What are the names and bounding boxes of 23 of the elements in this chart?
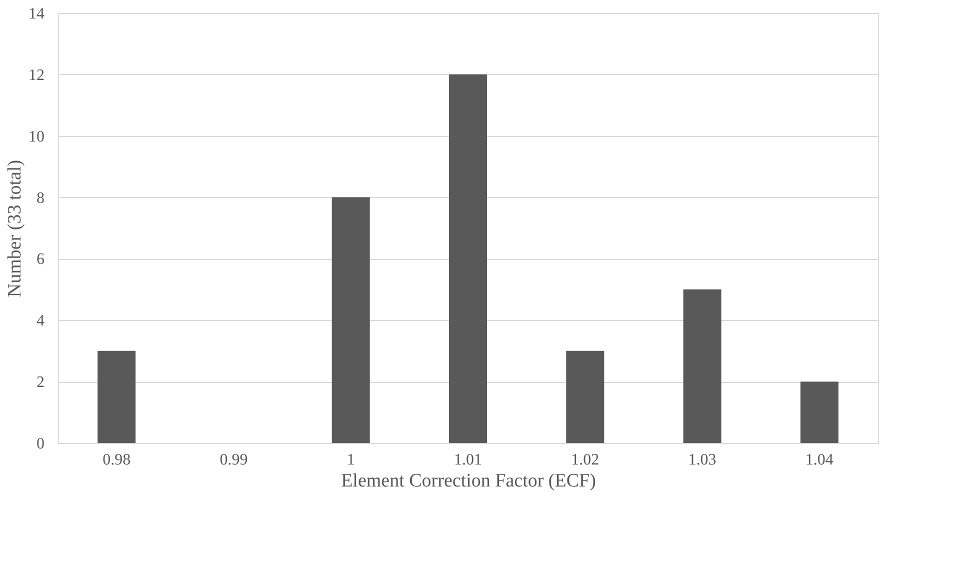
y-tick-label: 14	[28, 6, 44, 22]
x-tick-label: 1.04	[805, 452, 834, 468]
y-tick-label: 0	[36, 436, 44, 452]
bar	[332, 197, 370, 443]
y-axis-title: Number (33 total)	[4, 160, 26, 298]
x-tick-label: 0.99	[220, 452, 248, 468]
x-tick-label: 1.02	[571, 452, 600, 468]
y-tick-label: 12	[28, 66, 44, 84]
bar	[449, 74, 487, 443]
bar	[98, 350, 136, 443]
bar	[800, 382, 838, 443]
x-tick-label: 1.03	[688, 452, 716, 468]
y-tick-label: 10	[28, 128, 44, 146]
y-tick-label: 2	[36, 374, 44, 392]
y-tick-label: 6	[36, 251, 44, 268]
x-tick-label: 1	[346, 452, 355, 468]
bar	[683, 289, 722, 443]
y-tick-label: 8	[36, 190, 44, 207]
bar	[566, 350, 604, 443]
x-axis-title: Element Correction Factor (ECF)	[341, 470, 596, 492]
x-tick-label: 1.01	[454, 452, 482, 468]
y-tick-label: 4	[36, 312, 44, 330]
x-tick-label: 0.98	[102, 452, 131, 468]
